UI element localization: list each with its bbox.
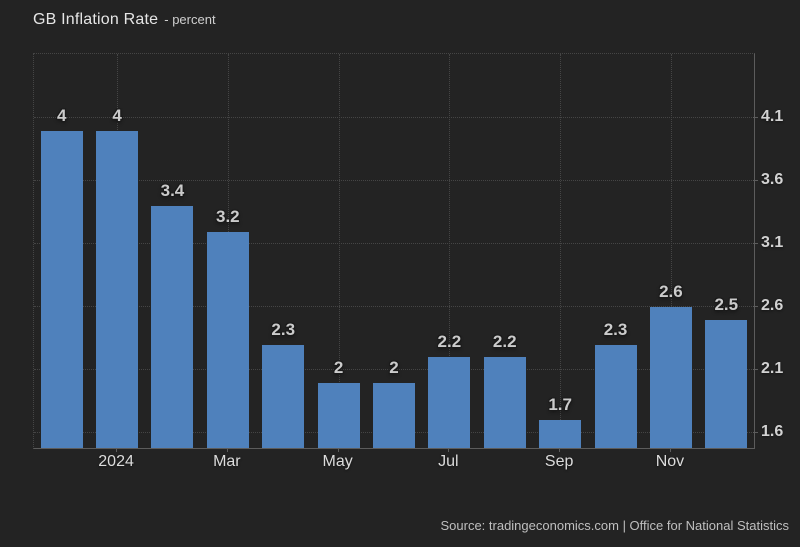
v-gridline [338, 54, 340, 448]
y-tick-label: 2.6 [761, 297, 784, 315]
bar-value-label: 2.5 [714, 294, 739, 314]
bar-slot: 4 [34, 54, 89, 448]
bar[interactable] [539, 420, 582, 448]
bar-slot: 1.7 [532, 54, 587, 448]
x-tick-mark [116, 448, 118, 452]
bar[interactable] [151, 206, 194, 448]
h-gridline [34, 306, 754, 308]
x-tick-label: Nov [655, 453, 685, 470]
bar-slot: 2.6 [643, 54, 698, 448]
bar-value-label: 2.2 [437, 332, 462, 352]
chart-header: GB Inflation Rate - percent [33, 11, 216, 29]
bar-slot: 4 [89, 54, 144, 448]
bar-slot: 2.3 [588, 54, 643, 448]
source-text: Source: tradingeconomics.com | Office fo… [440, 518, 789, 533]
bar-slot: 2.2 [422, 54, 477, 448]
y-tick-mark [753, 306, 758, 308]
x-tick-mark [669, 448, 671, 452]
h-gridline [34, 180, 754, 182]
h-gridline [34, 117, 754, 119]
bar-slot: 2.2 [477, 54, 532, 448]
y-tick-mark [753, 243, 758, 245]
bar-value-label: 2.6 [659, 282, 683, 302]
bar-value-label: 2.3 [603, 319, 628, 339]
bar[interactable] [96, 130, 139, 448]
x-tick-mark [337, 448, 339, 452]
bar[interactable] [705, 319, 748, 448]
bar[interactable] [483, 357, 526, 448]
h-gridline [34, 243, 754, 245]
bar-slot: 3.4 [145, 54, 200, 448]
y-tick-label: 3.1 [761, 234, 784, 252]
bar-value-label: 2 [333, 357, 344, 377]
v-gridline [449, 54, 451, 448]
bar[interactable] [206, 231, 249, 448]
plot-area: 4 4 3.4 3.2 2.3 2 2 2.2 2.2 1.7 2.3 2.6 2.5 [33, 53, 755, 449]
x-tick-mark [559, 448, 561, 452]
y-tick-label: 2.1 [761, 359, 784, 377]
bar-value-label: 2.2 [492, 332, 517, 352]
x-tick-mark [226, 448, 228, 452]
bar[interactable] [262, 344, 305, 448]
x-tick-label: Jul [438, 453, 459, 470]
bar-slot: 2 [366, 54, 421, 448]
bar[interactable] [649, 307, 692, 448]
x-tick-label: May [322, 453, 353, 470]
bar-slot: 2 [311, 54, 366, 448]
chart-title: GB Inflation Rate [33, 11, 159, 28]
x-tick-label: Mar [213, 453, 241, 470]
bar-value-label: 4 [56, 105, 67, 125]
bar-value-label: 3.4 [160, 181, 185, 201]
y-tick-mark [753, 117, 758, 119]
y-tick-label: 1.6 [761, 422, 784, 440]
chart-subtitle: - percent [164, 12, 216, 27]
bar-value-label: 2 [389, 357, 399, 377]
h-gridline [34, 368, 754, 370]
y-tick-mark [753, 180, 758, 182]
bar-value-label: 3.2 [216, 206, 240, 226]
bar[interactable] [372, 382, 415, 448]
y-tick-label: 3.6 [761, 171, 784, 189]
bar-value-label: 2.3 [271, 319, 296, 339]
bar[interactable] [40, 130, 83, 448]
x-tick-mark [448, 448, 450, 452]
bar[interactable] [317, 382, 360, 448]
bar-slot: 2.5 [699, 54, 754, 448]
bar-slot: 2.3 [256, 54, 311, 448]
bar[interactable] [428, 357, 471, 448]
bar-value-label: 4 [112, 105, 122, 125]
bar-slot: 3.2 [200, 54, 255, 448]
v-gridline [560, 54, 562, 448]
x-tick-label: Sep [544, 453, 574, 470]
bar[interactable] [594, 344, 637, 448]
y-tick-mark [753, 431, 758, 433]
y-tick-mark [753, 368, 758, 370]
v-gridline [670, 54, 672, 448]
y-tick-label: 4.1 [761, 108, 784, 126]
bar-value-label: 1.7 [548, 395, 572, 415]
x-tick-label: 2024 [98, 453, 134, 470]
